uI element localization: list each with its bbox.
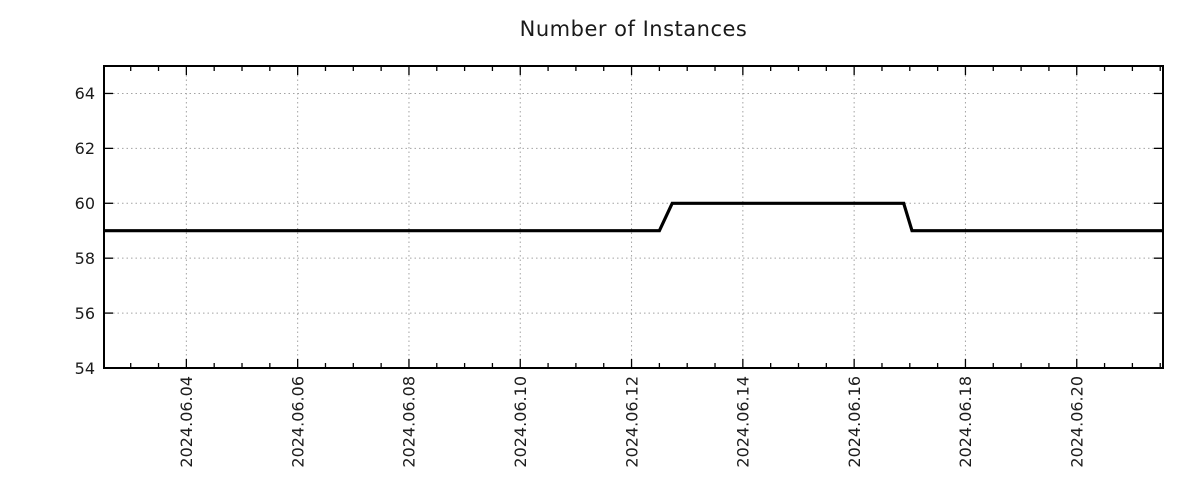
chart-title: Number of Instances [519, 17, 748, 41]
x-tick-label: 2024.06.18 [956, 376, 975, 468]
x-tick-label: 2024.06.16 [845, 376, 864, 468]
series-layer [104, 201, 1163, 233]
y-tick-label: 54 [75, 359, 95, 378]
x-tick-label: 2024.06.10 [511, 376, 530, 468]
y-tick-label: 58 [75, 249, 95, 268]
tick-marks [104, 66, 1163, 369]
y-tick-labels: 54 56 58 60 62 64 [75, 84, 95, 378]
x-tick-label: 2024.06.12 [622, 376, 641, 468]
y-tick-label: 64 [75, 84, 95, 103]
y-tick-label: 62 [75, 139, 95, 158]
grid-layer [104, 66, 1163, 369]
y-tick-label: 60 [75, 194, 95, 213]
x-tick-label: 2024.06.06 [288, 376, 307, 468]
y-tick-label: 56 [75, 304, 95, 323]
series-line [104, 201, 1163, 233]
x-tick-label: 2024.06.08 [400, 376, 419, 468]
x-tick-labels: 2024.06.04 2024.06.06 2024.06.08 2024.06.10… [177, 376, 1086, 468]
x-tick-label: 2024.06.14 [734, 376, 753, 468]
x-tick-label: 2024.06.20 [1068, 376, 1087, 468]
axis-frame [103, 65, 1164, 369]
x-tick-label: 2024.06.04 [177, 376, 196, 468]
